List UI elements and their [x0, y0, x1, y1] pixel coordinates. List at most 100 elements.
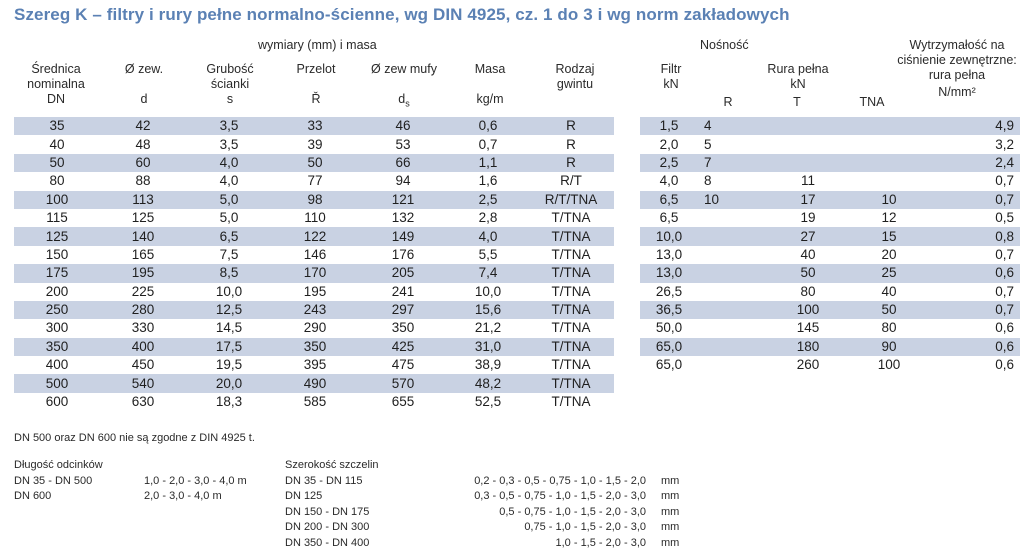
lengths-block: Długość odcinków DN 35 - DN 500 1,0 - 2,…: [14, 458, 247, 505]
slot-unit: mm: [661, 505, 680, 518]
table-cell: 121: [358, 190, 448, 209]
slot-unit: mm: [661, 474, 680, 487]
table-cell: T/TNA: [528, 264, 614, 283]
table-cell: 80: [800, 283, 816, 299]
table-cell: 0,7: [995, 283, 1014, 299]
table-row: 350 400 17,5 350 425 31,0 T/TNA: [14, 337, 614, 357]
table-cell: 66: [358, 153, 448, 173]
table-cell: 425: [358, 337, 448, 357]
table-cell: 94: [395, 173, 411, 189]
header-bore: Przelot Ř: [296, 62, 336, 106]
table-cell: 36,5: [640, 300, 698, 320]
table-cell: 146: [303, 246, 327, 262]
table-cell: 100: [877, 357, 901, 373]
table-cell: 14,5: [215, 320, 243, 336]
table-cell: 125: [14, 227, 100, 246]
table-cell: 243: [272, 300, 358, 320]
table-cell: 26,5: [655, 283, 683, 299]
table-cell: 150: [45, 246, 69, 262]
slot-row: DN 350 - DN 400 1,0 - 1,5 - 2,0 - 3,0 mm: [285, 536, 701, 552]
table-cell: 52,5: [474, 394, 502, 410]
table-row: 2,0 5 3,2: [640, 135, 1020, 153]
table-cell: 17,5: [186, 337, 272, 357]
table-cell: 10,0: [640, 227, 698, 246]
table-cell: 500: [14, 374, 100, 393]
header-filter: Filtr kN: [660, 62, 682, 91]
table-cell: 170: [272, 264, 358, 283]
table-cell: 145: [796, 320, 820, 336]
slot-dn: DN 35 - DN 115: [285, 474, 363, 487]
table-cell: 18,3: [215, 394, 243, 410]
lengths-dn: DN 35 - DN 500: [14, 474, 93, 487]
table-cell: 10: [854, 190, 924, 209]
table-cell: 100: [14, 190, 100, 209]
table-cell: 25: [854, 264, 924, 283]
table-cell: [698, 246, 762, 264]
table-row: 6,5 19 12 0,5: [640, 209, 1020, 227]
table-row: 600 630 18,3 585 655 52,5 T/TNA: [14, 393, 614, 411]
table-cell: 17: [762, 190, 854, 209]
table-cell: 195: [100, 264, 186, 283]
table-cell: 8: [704, 173, 712, 189]
table-cell: T/TNA: [528, 337, 614, 357]
table-cell: 98: [272, 190, 358, 209]
lengths-value: 1,0 - 2,0 - 3,0 - 4,0 m: [144, 474, 247, 487]
header-coupling-diameter: Ø zew mufy ds: [371, 62, 437, 109]
table-cell: 350: [391, 320, 415, 336]
table-row: 65,0 180 90 0,6: [640, 337, 1020, 357]
table-cell: 10,0: [215, 283, 243, 299]
table-cell: 6,5: [186, 227, 272, 246]
table-cell: [762, 135, 854, 153]
table-cell: 0,6: [924, 337, 1020, 357]
table-row: 10,0 27 15 0,8: [640, 227, 1020, 246]
table-cell: 90: [854, 337, 924, 357]
table-cell: [854, 172, 924, 190]
table-cell: 53: [395, 136, 411, 152]
table-cell: 180: [762, 337, 854, 357]
slot-unit: mm: [661, 490, 680, 502]
table-row: 200 225 10,0 195 241 10,0 T/TNA: [14, 283, 614, 301]
table-cell: 1,1: [448, 153, 528, 173]
table-cell: 300: [45, 320, 69, 336]
table-cell: [698, 283, 762, 301]
table-cell: [698, 337, 762, 357]
table-cell: 125: [131, 210, 155, 226]
table-row: 1,5 4 4,9: [640, 117, 1020, 136]
header-t: T: [793, 95, 801, 109]
table-cell: 31,0: [448, 337, 528, 357]
table-cell: R: [528, 153, 614, 173]
table-cell: [698, 209, 762, 227]
table-cell: 20: [881, 246, 897, 262]
table-row: 40 48 3,5 39 53 0,7 R: [14, 135, 614, 153]
table-row: 2,5 7 2,4: [640, 153, 1020, 173]
table-cell: 400: [100, 337, 186, 357]
table-cell: 5,0: [186, 190, 272, 209]
table-cell: 1,5: [640, 117, 698, 136]
table-cell: 20,0: [186, 374, 272, 393]
table-cell: T/TNA: [528, 227, 614, 246]
table-cell: [854, 135, 924, 153]
header-thread-type: Rodzaj gwintu: [555, 62, 595, 91]
table-cell: 6,5: [659, 210, 679, 226]
table-row: 36,5 100 50 0,7: [640, 300, 1020, 320]
dimensions-table: 35 42 3,5 33 46 0,6 R 40 48 3,5 39 53 0,7 R 50 60 4,0 50 6…: [14, 117, 614, 411]
lengths-row: DN 35 - DN 500 1,0 - 2,0 - 3,0 - 4,0 m: [14, 474, 247, 490]
table-cell: 0,7: [995, 246, 1014, 262]
table-row: 80 88 4,0 77 94 1,6 R/T: [14, 172, 614, 190]
table-cell: 50: [14, 153, 100, 173]
table-cell: [762, 117, 854, 136]
table-cell: 65,0: [640, 337, 698, 357]
table-row: 50 60 4,0 50 66 1,1 R: [14, 153, 614, 173]
table-cell: 2,0: [659, 136, 679, 152]
table-row: 175 195 8,5 170 205 7,4 T/TNA: [14, 264, 614, 283]
table-cell: 11: [800, 173, 815, 189]
table-cell: 50: [272, 153, 358, 173]
table-cell: [698, 227, 762, 246]
table-cell: 225: [131, 283, 155, 299]
table-row: 500 540 20,0 490 570 48,2 T/TNA: [14, 374, 614, 393]
table-row: 13,0 40 20 0,7: [640, 246, 1020, 264]
table-cell: 1,6: [478, 173, 498, 189]
table-cell: 140: [100, 227, 186, 246]
slot-row: DN 35 - DN 115 0,2 - 0,3 - 0,5 - 0,75 - …: [285, 474, 701, 490]
table-cell: 4,0: [659, 173, 679, 189]
